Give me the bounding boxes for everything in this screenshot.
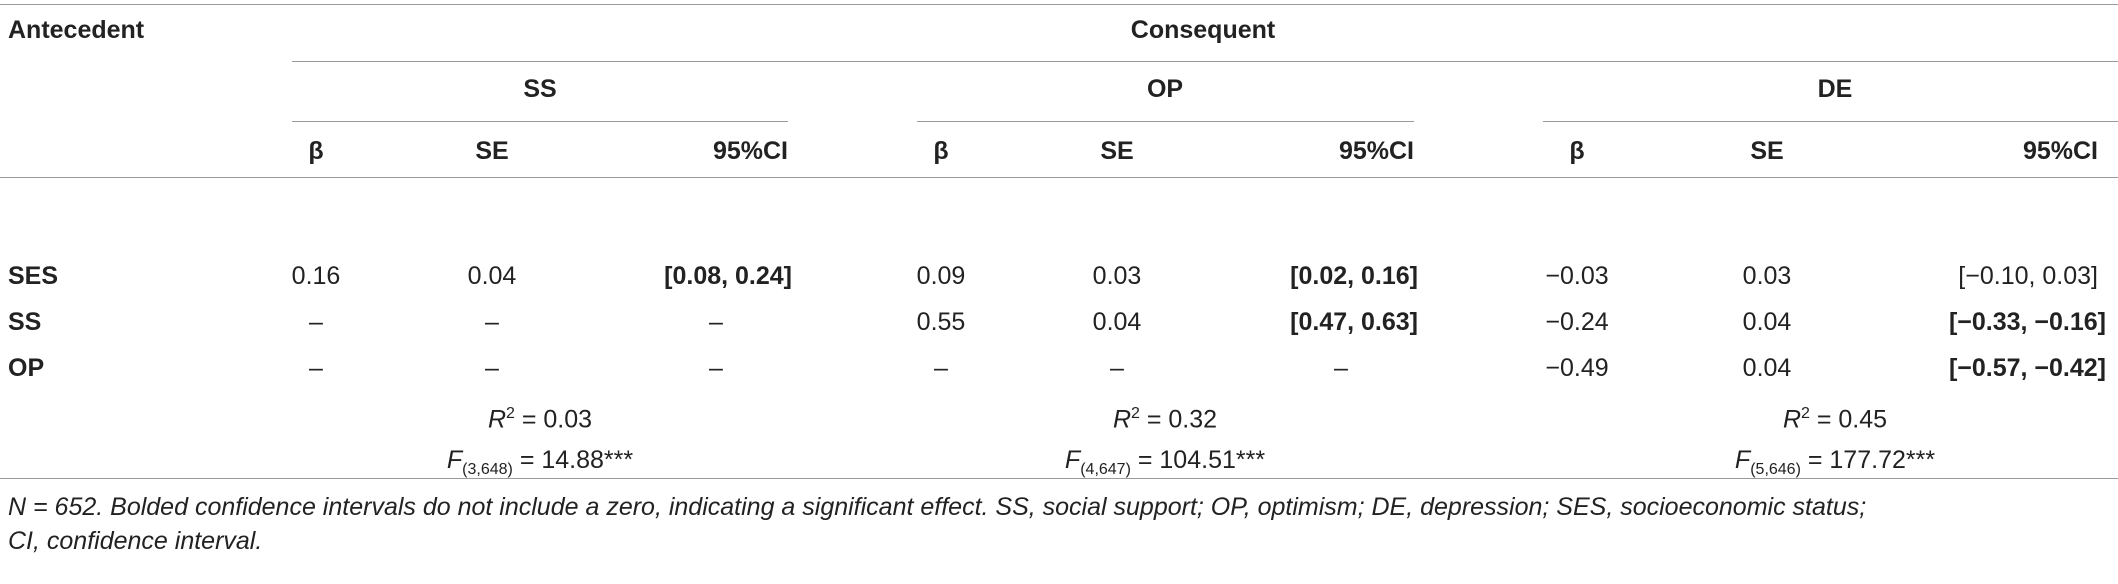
r2-ss-value: = 0.03 [514, 405, 593, 434]
r2-op-sup: 2 [1131, 405, 1140, 422]
subcol-se-op: SE [1100, 137, 1134, 165]
ses-op-se: 0.03 [1092, 262, 1142, 290]
r2-de-symbol: R [1782, 405, 1801, 434]
op-de-ci: [−0.57, −0.42] [1948, 354, 2106, 382]
group-header-op: OP [1146, 75, 1184, 103]
op-ss-ci: – [709, 354, 723, 382]
op-ss-se: – [485, 354, 499, 382]
op-op-ci: – [1334, 354, 1348, 382]
f-ss-df: (3,648) [462, 461, 513, 478]
subcol-se-de: SE [1750, 137, 1784, 165]
ses-ss-se: 0.04 [467, 262, 517, 290]
op-de-beta: −0.49 [1545, 354, 1609, 382]
ses-op-ci: [0.02, 0.16] [1290, 262, 1418, 290]
f-de-value: = 177.72*** [1800, 446, 1936, 474]
f-op: F(4,647) = 104.51*** [1065, 445, 1265, 485]
r2-op-symbol: R [1112, 405, 1131, 434]
r2-ss-symbol: R [487, 405, 506, 434]
ss-de-beta: −0.24 [1545, 308, 1609, 336]
consequent-header: Consequent [1130, 16, 1276, 44]
subcol-beta-ss: β [308, 137, 324, 165]
row-label-ss: SS [8, 308, 42, 336]
subcol-se-ss: SE [475, 137, 509, 165]
ses-de-beta: −0.03 [1545, 262, 1609, 290]
table-note-line-1: N = 652. Bolded confidence intervals do … [8, 493, 1867, 521]
f-ss-value: = 14.88*** [512, 446, 634, 474]
r2-ss: R2 = 0.03 [488, 399, 592, 434]
de-group-rule [1543, 121, 2118, 122]
f-op-symbol: F [1064, 446, 1081, 474]
r2-de-value: = 0.45 [1809, 405, 1888, 434]
op-op-se: – [1110, 354, 1124, 382]
ses-de-ci: [−0.10, 0.03] [1958, 262, 2098, 290]
r2-op-value: = 0.32 [1139, 405, 1218, 434]
f-ss-symbol: F [446, 446, 463, 474]
r2-ss-sup: 2 [506, 405, 515, 422]
group-header-ss: SS [523, 75, 557, 103]
subcol-beta-op: β [933, 137, 949, 165]
f-op-df: (4,647) [1080, 461, 1131, 478]
table-bottom-rule [0, 478, 2118, 479]
subcol-ci-op: 95%CI [1338, 137, 1414, 165]
ss-op-se: 0.04 [1092, 308, 1142, 336]
ses-ss-beta: 0.16 [291, 262, 341, 290]
ss-ss-ci: – [709, 308, 723, 336]
op-group-rule [917, 121, 1414, 122]
ss-de-se: 0.04 [1742, 308, 1792, 336]
f-de-df: (5,646) [1750, 461, 1801, 478]
top-rule [0, 4, 2118, 5]
subcol-ci-de: 95%CI [2022, 137, 2098, 165]
table-note: N = 652. Bolded confidence intervals do … [8, 490, 2108, 558]
ses-ss-ci: [0.08, 0.24] [664, 262, 792, 290]
r2-de-sup: 2 [1801, 405, 1810, 422]
row-label-op: OP [8, 354, 45, 382]
row-label-ses: SES [8, 262, 59, 290]
ss-op-ci: [0.47, 0.63] [1290, 308, 1418, 336]
op-op-beta: – [934, 354, 948, 382]
f-ss: F(3,648) = 14.88*** [447, 445, 633, 485]
antecedent-header: Antecedent [8, 16, 145, 44]
ss-ss-beta: – [309, 308, 323, 336]
subcol-beta-de: β [1569, 137, 1585, 165]
op-ss-beta: – [309, 354, 323, 382]
op-de-se: 0.04 [1742, 354, 1792, 382]
ses-de-se: 0.03 [1742, 262, 1792, 290]
r2-op: R2 = 0.32 [1113, 399, 1217, 434]
ss-group-rule [292, 121, 788, 122]
f-op-value: = 104.51*** [1130, 446, 1266, 474]
ses-op-beta: 0.09 [916, 262, 966, 290]
consequent-rule [292, 61, 2118, 62]
table-note-line-2: CI, confidence interval. [8, 527, 263, 555]
ss-ss-se: – [485, 308, 499, 336]
r2-de: R2 = 0.45 [1783, 399, 1887, 434]
group-header-de: DE [1817, 75, 1853, 103]
f-de: F(5,646) = 177.72*** [1735, 445, 1935, 485]
f-de-symbol: F [1734, 446, 1751, 474]
header-bottom-rule [0, 177, 2118, 178]
ss-op-beta: 0.55 [916, 308, 966, 336]
ss-de-ci: [−0.33, −0.16] [1948, 308, 2106, 336]
subcol-ci-ss: 95%CI [712, 137, 788, 165]
